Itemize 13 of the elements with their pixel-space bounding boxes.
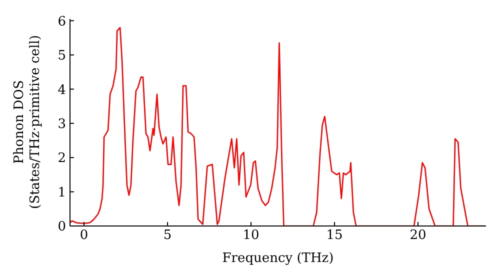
x-tick-label: 5: [163, 228, 172, 244]
x-tick-label: 15: [326, 228, 343, 244]
x-tick-label: 20: [410, 228, 426, 244]
y-tick-label: 3: [58, 116, 66, 132]
x-tick-label: 0: [80, 228, 88, 244]
x-axis-title: Frequency (THz): [222, 251, 334, 266]
y-tick-label: 1: [58, 185, 66, 200]
y-tick-label: 5: [58, 48, 66, 64]
x-tick-label: 10: [242, 228, 260, 244]
y-axis-title: Phonon DOS (States/THz·primitive cell): [12, 34, 43, 210]
y-tick-label: 6: [58, 14, 66, 30]
y-tick-label: 2: [58, 151, 66, 166]
y-tick-label: 4: [58, 82, 66, 98]
